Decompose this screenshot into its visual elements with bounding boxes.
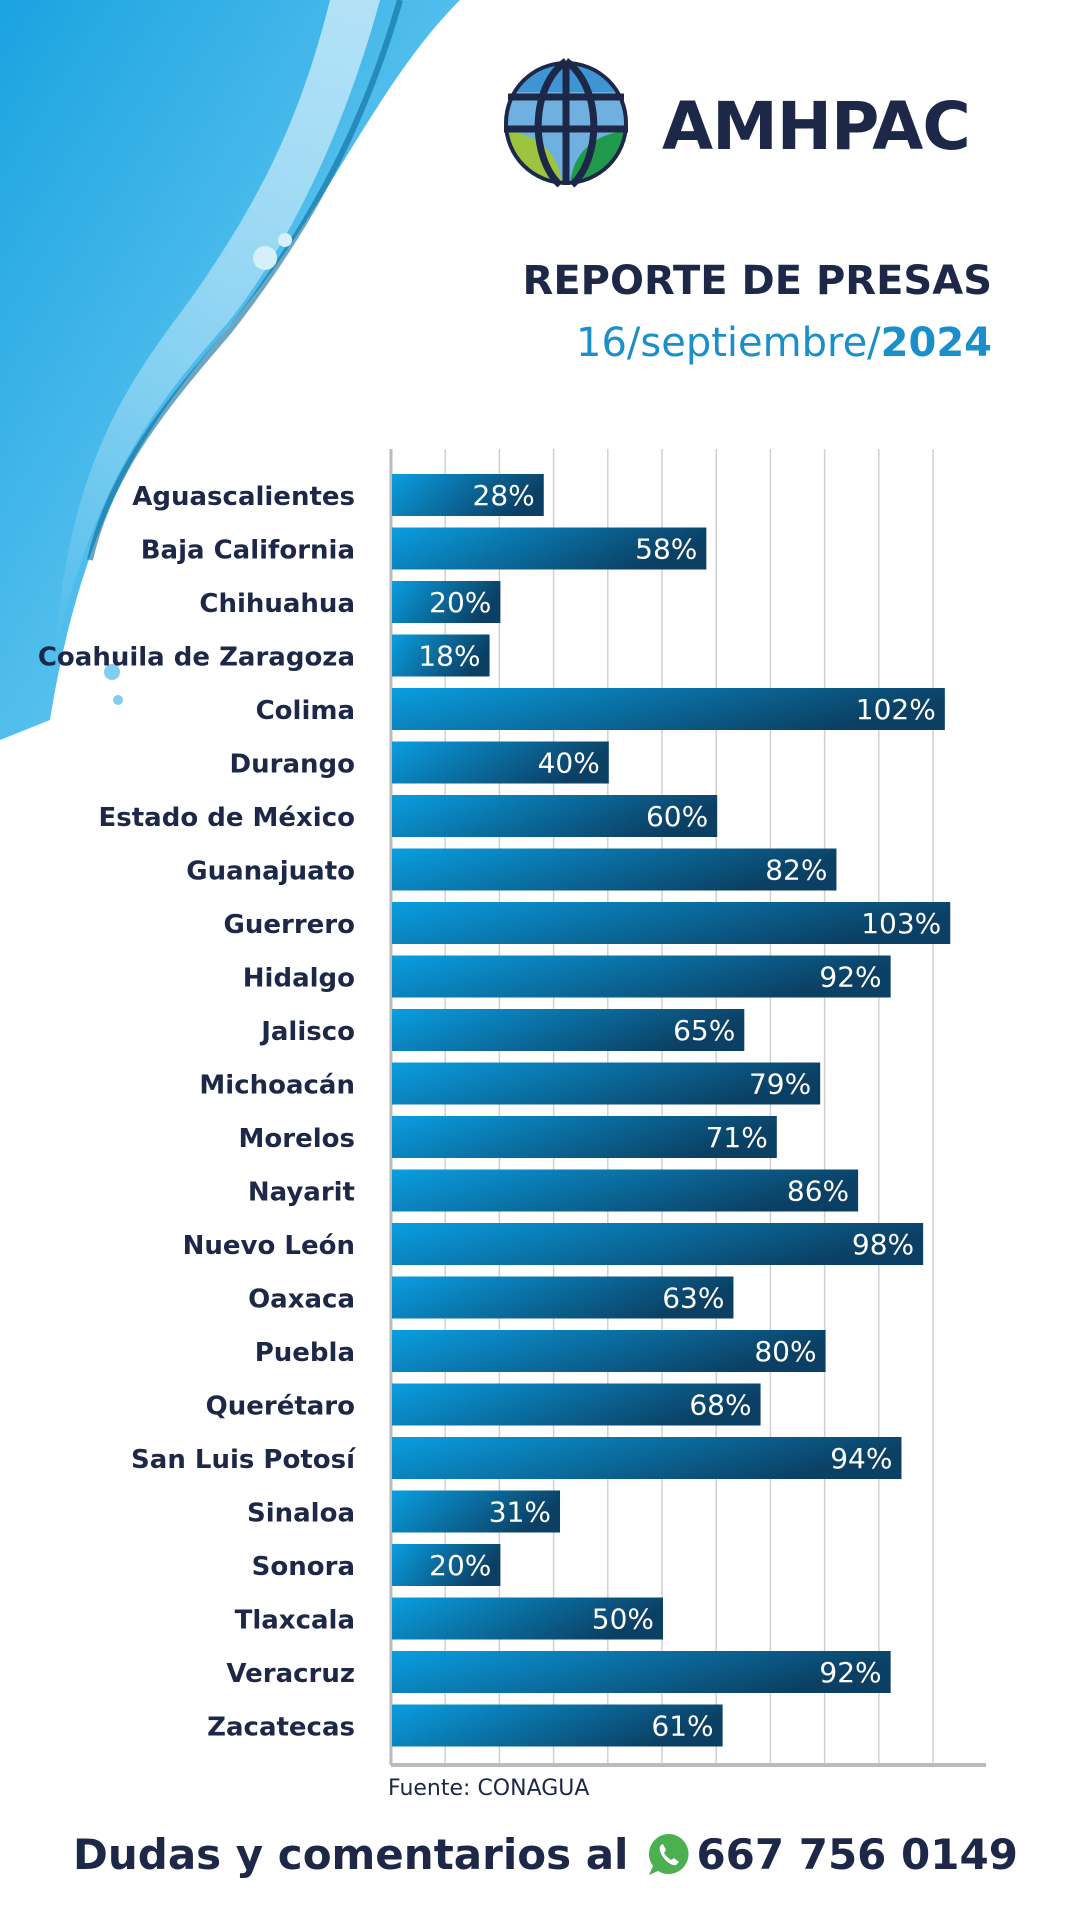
category-label: Baja California — [141, 536, 355, 566]
bar — [392, 902, 951, 944]
value-label: 18% — [418, 640, 480, 673]
category-label: Veracruz — [226, 1659, 355, 1689]
value-label: 86% — [787, 1175, 849, 1208]
category-label: Sonora — [252, 1552, 355, 1582]
value-label: 92% — [819, 961, 881, 994]
value-label: 40% — [538, 747, 600, 780]
bar — [392, 1009, 745, 1051]
value-label: 102% — [856, 693, 936, 726]
value-label: 98% — [852, 1228, 914, 1261]
value-label: 68% — [689, 1389, 751, 1422]
value-label: 50% — [592, 1603, 654, 1636]
water-splash-decoration — [0, 0, 460, 740]
date-prefix: 16/septiembre/ — [576, 320, 881, 366]
category-label: Chihuahua — [199, 589, 355, 619]
category-label: Tlaxcala — [235, 1606, 355, 1636]
brand-name: AMHPAC — [662, 88, 971, 165]
bar — [392, 955, 891, 998]
bar — [392, 1383, 761, 1426]
contact-text: Dudas y comentarios al — [73, 1830, 629, 1879]
category-label: Querétaro — [206, 1392, 355, 1422]
bar — [392, 1169, 859, 1212]
bar — [392, 1651, 891, 1693]
category-label: Zacatecas — [207, 1713, 355, 1743]
bar — [392, 1116, 777, 1158]
bar — [392, 634, 490, 677]
value-label: 65% — [673, 1014, 735, 1047]
category-label: Aguascalientes — [132, 482, 355, 512]
value-label: 61% — [651, 1710, 713, 1743]
value-label: 92% — [819, 1656, 881, 1689]
report-date: 16/septiembre/2024 — [576, 320, 992, 366]
bar — [392, 1062, 821, 1105]
value-label: 20% — [429, 586, 491, 619]
category-label: Guanajuato — [186, 857, 355, 887]
category-label: Hidalgo — [243, 964, 355, 994]
bar — [392, 1490, 561, 1533]
category-label: Oaxaca — [248, 1285, 355, 1315]
amhpac-logo-icon — [504, 58, 628, 188]
bar — [392, 1437, 902, 1479]
bar — [392, 1597, 663, 1640]
bar — [392, 848, 837, 891]
category-label: Guerrero — [224, 910, 355, 940]
value-label: 103% — [861, 907, 941, 940]
value-label: 94% — [830, 1442, 892, 1475]
category-label: Jalisco — [259, 1017, 355, 1047]
contact-footer: Dudas y comentarios al 667 756 0149 — [73, 1830, 1018, 1879]
category-label: Sinaloa — [247, 1499, 355, 1529]
bar — [392, 1704, 723, 1747]
bar — [392, 527, 707, 570]
source-note: Fuente: CONAGUA — [388, 1776, 590, 1801]
category-label: Michoacán — [199, 1071, 355, 1101]
contact-phone[interactable]: 667 756 0149 — [696, 1830, 1018, 1879]
bar — [392, 474, 544, 516]
category-label: Nayarit — [248, 1178, 355, 1208]
value-label: 31% — [489, 1496, 551, 1529]
whatsapp-icon — [649, 1833, 689, 1875]
bar — [392, 1276, 734, 1319]
bar — [392, 1330, 826, 1372]
bar — [392, 741, 609, 784]
value-label: 82% — [765, 854, 827, 887]
value-label: 71% — [706, 1121, 768, 1154]
value-label: 79% — [749, 1068, 811, 1101]
bar — [392, 688, 945, 730]
category-label: Morelos — [239, 1124, 355, 1154]
category-label: Colima — [256, 696, 355, 726]
date-year: 2024 — [880, 320, 992, 366]
value-label: 28% — [473, 479, 535, 512]
value-label: 60% — [646, 800, 708, 833]
category-label: San Luis Potosí — [131, 1445, 357, 1475]
report-title: REPORTE DE PRESAS — [522, 258, 992, 304]
category-label: Durango — [230, 750, 355, 780]
bar — [392, 1223, 924, 1265]
category-label: Nuevo León — [183, 1231, 355, 1261]
value-label: 63% — [662, 1282, 724, 1315]
value-label: 20% — [429, 1549, 491, 1582]
bar — [392, 581, 501, 623]
value-label: 58% — [635, 533, 697, 566]
bar — [392, 1544, 501, 1586]
value-label: 80% — [754, 1335, 816, 1368]
bar — [392, 795, 718, 837]
category-label: Estado de México — [99, 803, 356, 833]
category-label: Coahuila de Zaragoza — [38, 643, 355, 673]
category-label: Puebla — [255, 1338, 355, 1368]
